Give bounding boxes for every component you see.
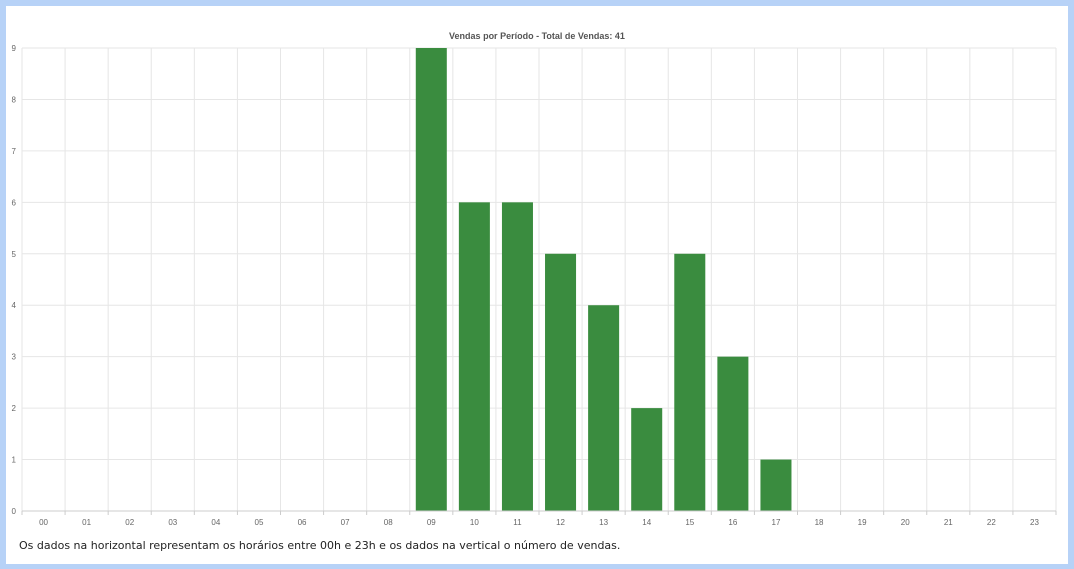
x-tick-label: 22 — [987, 518, 996, 527]
x-tick-label: 16 — [728, 518, 737, 527]
y-tick-label: 3 — [12, 353, 17, 362]
x-tick-label: 14 — [642, 518, 651, 527]
bar-14 — [631, 408, 663, 511]
x-tick-label: 20 — [901, 518, 910, 527]
x-tick-label: 11 — [513, 518, 522, 527]
x-tick-label: 01 — [82, 518, 91, 527]
x-tick-label: 06 — [298, 518, 307, 527]
bar-16 — [717, 356, 749, 511]
y-tick-label: 2 — [12, 404, 17, 413]
x-tick-label: 19 — [858, 518, 867, 527]
chart-title: Vendas por Período - Total de Vendas: 41 — [449, 31, 625, 41]
bar-11 — [501, 202, 533, 512]
x-tick-label: 23 — [1030, 518, 1039, 527]
x-tick-label: 04 — [211, 518, 220, 527]
x-tick-label: 17 — [772, 518, 781, 527]
y-tick-label: 4 — [12, 301, 17, 310]
x-tick-label: 21 — [944, 518, 953, 527]
x-tick-label: 07 — [341, 518, 350, 527]
bar-15 — [674, 253, 706, 511]
x-tick-label: 09 — [427, 518, 436, 527]
y-tick-label: 9 — [12, 44, 17, 53]
chart-footnote: Os dados na horizontal representam os ho… — [19, 539, 621, 552]
bar-13 — [588, 305, 620, 511]
y-tick-label: 1 — [12, 456, 17, 465]
y-tick-label: 6 — [12, 198, 17, 207]
x-tick-label: 08 — [384, 518, 393, 527]
y-tick-label: 8 — [12, 95, 17, 104]
x-tick-label: 00 — [39, 518, 48, 527]
bar-10 — [458, 202, 490, 512]
bar-17 — [760, 459, 792, 511]
x-tick-label: 05 — [255, 518, 264, 527]
bar-09 — [415, 48, 447, 511]
y-tick-label: 5 — [12, 250, 17, 259]
x-tick-label: 10 — [470, 518, 479, 527]
y-tick-label: 7 — [12, 147, 17, 156]
bar-12 — [545, 253, 577, 511]
bars — [415, 48, 792, 512]
x-tick-label: 18 — [815, 518, 824, 527]
grid — [21, 47, 1057, 511]
x-tick-label: 12 — [556, 518, 565, 527]
x-tick-label: 03 — [168, 518, 177, 527]
x-tick-label: 02 — [125, 518, 134, 527]
y-tick-label: 0 — [12, 507, 17, 516]
x-tick-label: 15 — [685, 518, 694, 527]
x-tick-label: 13 — [599, 518, 608, 527]
chart-panel: 0 1 2 3 4 5 6 7 8 9 00 01 02 03 04 05 06 07 08 09 10 11 12 13 14… — [6, 6, 1068, 564]
